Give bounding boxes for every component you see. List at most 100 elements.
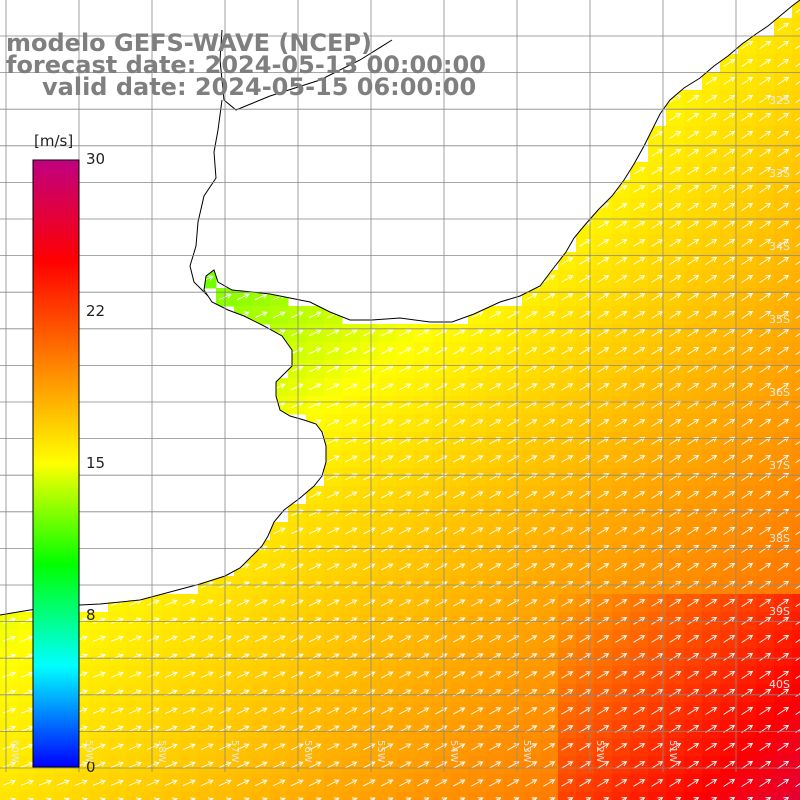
wind-arrow [777, 742, 790, 752]
wind-arrow [795, 45, 800, 50]
wind-arrow [759, 112, 772, 121]
wind-arrow [525, 509, 538, 517]
wind-arrow [777, 472, 790, 482]
wind-arrow [561, 491, 574, 499]
wind-arrow [525, 653, 538, 661]
wind-arrow [272, 599, 286, 607]
wind-arrow [795, 243, 800, 248]
field-cell [792, 342, 800, 361]
wind-arrow [128, 725, 142, 732]
wind-arrow [687, 509, 700, 517]
wind-arrow [741, 112, 754, 121]
wind-arrow [272, 527, 286, 535]
wind-arrow [489, 383, 502, 391]
wind-arrow [417, 383, 430, 391]
wind-arrow [236, 635, 250, 643]
wind-arrow [344, 419, 358, 427]
wind-arrow [705, 760, 718, 769]
field-cell [126, 792, 145, 800]
wind-arrow [579, 563, 592, 571]
wind-arrow [651, 779, 664, 787]
wind-arrow [525, 635, 538, 643]
wind-arrow [399, 365, 412, 373]
wind-arrow [651, 671, 664, 679]
wind-arrow [669, 185, 682, 193]
wind-arrow [741, 202, 754, 211]
wind-arrow [651, 221, 664, 229]
wind-arrow [705, 418, 718, 427]
field-cell [792, 522, 800, 541]
wind-arrow [308, 779, 322, 787]
field-cell [0, 792, 19, 800]
wind-arrow [633, 185, 646, 193]
wind-arrow [489, 761, 502, 769]
wind-arrow [399, 743, 412, 751]
wind-arrow [453, 761, 466, 769]
wind-arrow [579, 509, 592, 517]
wind-arrow [344, 563, 358, 571]
wind-arrow [651, 167, 664, 175]
wind-arrow [435, 329, 448, 337]
wind-arrow [489, 635, 502, 643]
wind-arrow [110, 707, 124, 714]
wind-arrow [777, 130, 790, 140]
wind-arrow [579, 329, 592, 337]
wind-arrow [615, 671, 628, 679]
wind-arrow [525, 293, 538, 301]
wind-arrow [669, 239, 682, 247]
wind-arrow [579, 311, 592, 319]
wind-arrow [579, 599, 592, 607]
wind-arrow [399, 725, 412, 733]
wind-arrow [777, 292, 790, 302]
field-cell [792, 414, 800, 433]
wind-arrow [344, 725, 358, 733]
wind-arrow [561, 599, 574, 607]
field-cell [414, 792, 433, 800]
wind-arrow [669, 347, 682, 355]
wind-arrow [543, 329, 556, 337]
wind-arrow [705, 508, 718, 517]
wind-arrow [254, 293, 268, 301]
wind-arrow [489, 491, 502, 499]
wind-arrow [795, 81, 800, 86]
wind-arrow [687, 383, 700, 391]
wind-arrow [272, 707, 286, 715]
wind-arrow [182, 725, 196, 732]
wind-arrow [308, 311, 322, 319]
wind-arrow [741, 760, 754, 769]
wind-arrow [741, 454, 754, 463]
wind-arrow [705, 346, 718, 355]
wind-arrow [615, 563, 628, 571]
wind-arrow [615, 761, 628, 769]
wind-arrow [561, 311, 574, 319]
wind-arrow [615, 635, 628, 643]
wind-arrow [633, 527, 646, 535]
wind-arrow [543, 491, 556, 499]
field-cell [792, 792, 800, 800]
wind-arrow [795, 567, 800, 572]
field-cell [648, 792, 667, 800]
wind-arrow [687, 239, 700, 247]
wind-arrow [759, 328, 772, 337]
wind-arrow [308, 509, 322, 517]
wind-arrow [417, 779, 430, 787]
wind-arrow [777, 184, 790, 194]
wind-arrow [795, 63, 800, 68]
field-cell [792, 54, 800, 73]
wind-arrow [723, 166, 736, 175]
wind-arrow [471, 329, 484, 337]
wind-arrow [417, 329, 430, 337]
wind-arrow [687, 671, 700, 679]
wind-arrow [381, 437, 394, 445]
wind-arrow [615, 221, 628, 229]
wind-arrow [741, 742, 754, 751]
wind-arrow [453, 653, 466, 661]
field-cell [792, 180, 800, 199]
wind-arrow [399, 347, 412, 355]
wind-arrow [471, 383, 484, 391]
wind-arrow [759, 94, 772, 103]
lon-label: 57W [229, 740, 240, 763]
wind-arrow [118, 797, 124, 800]
wind-arrow [435, 599, 448, 607]
